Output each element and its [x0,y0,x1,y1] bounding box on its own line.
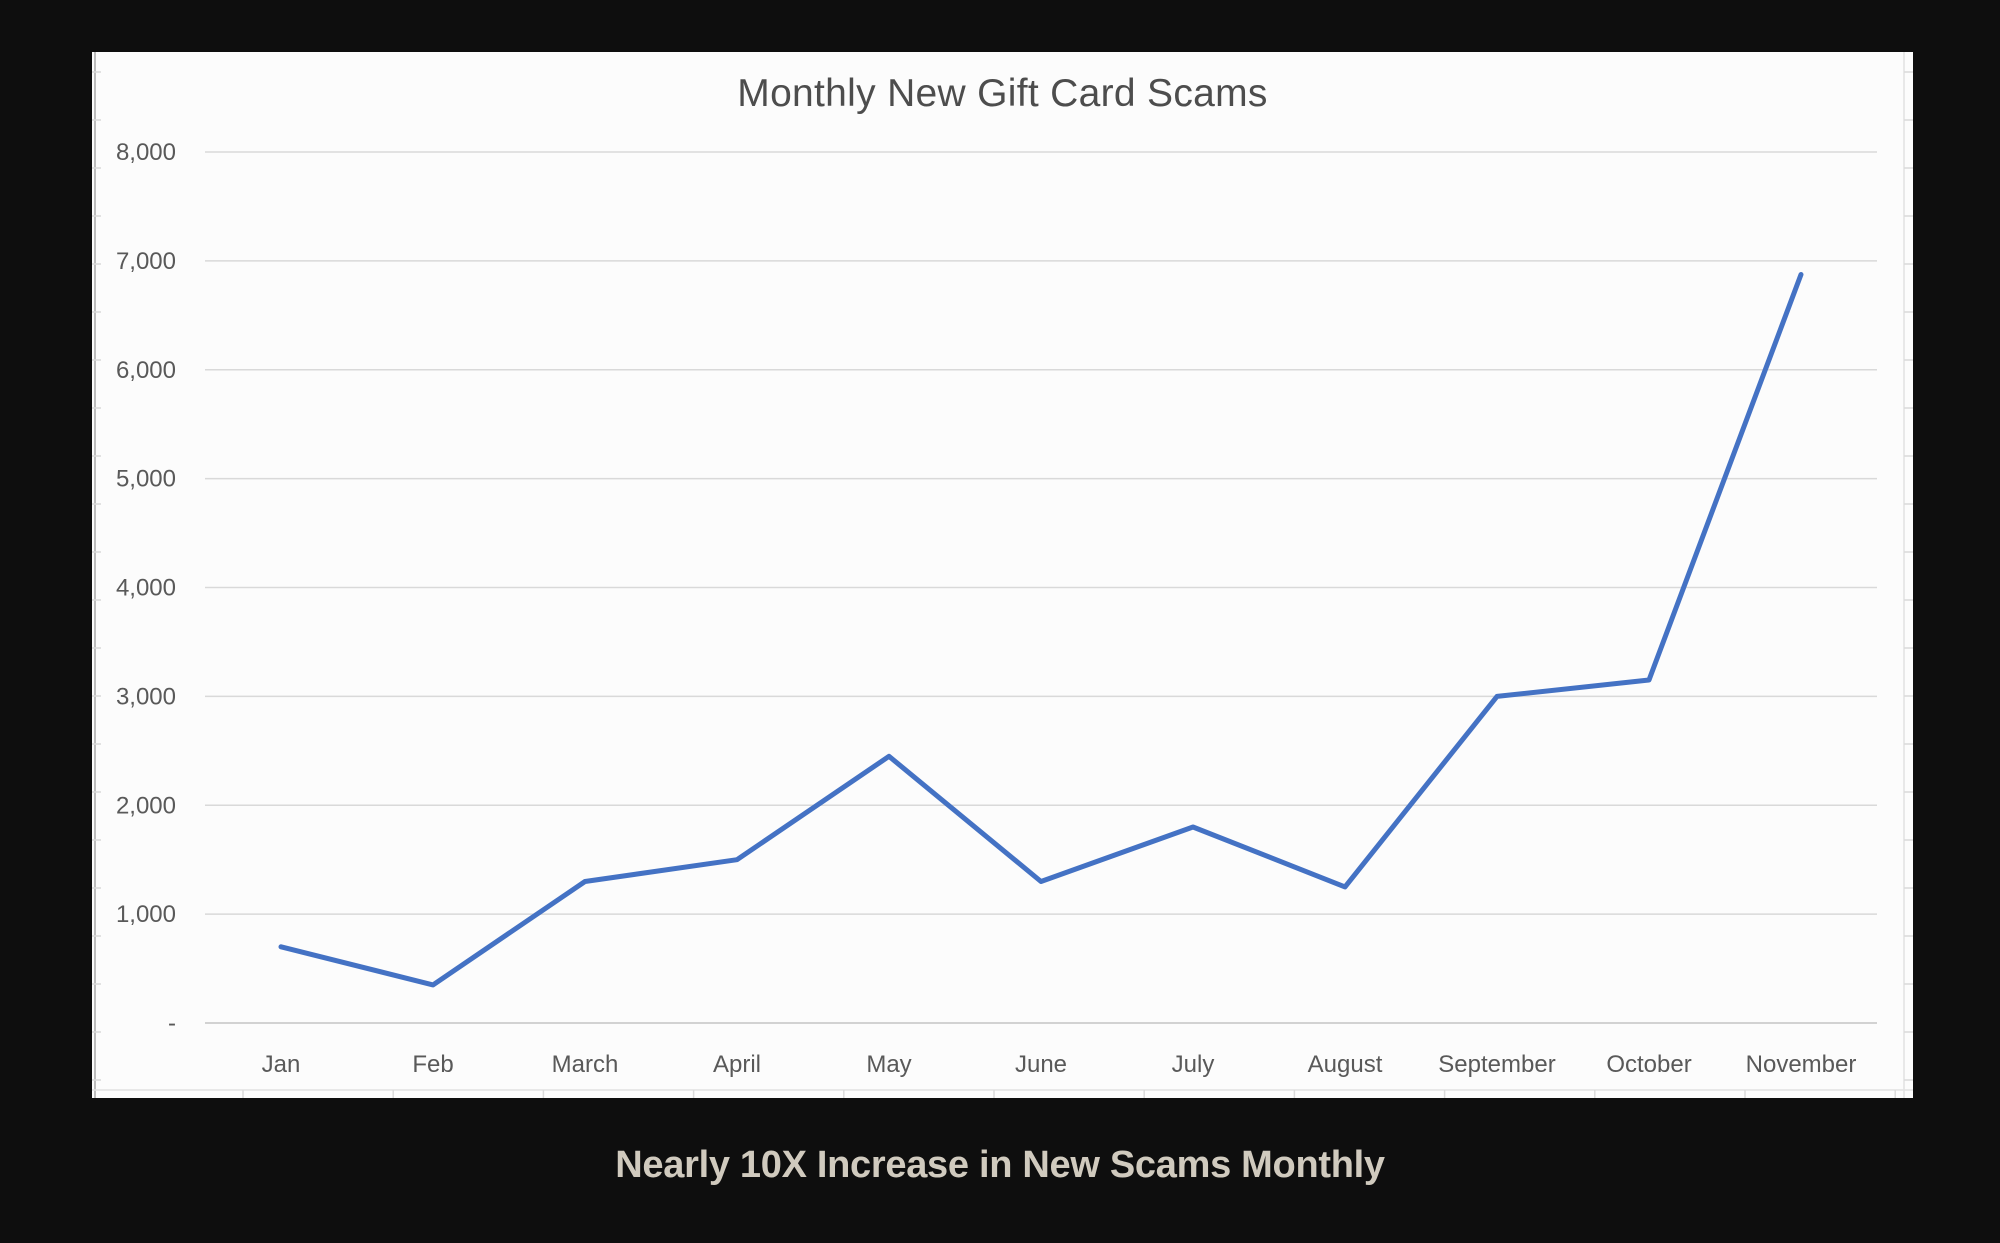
x-tick-label: November [1746,1051,1857,1078]
x-tick-label: September [1438,1051,1555,1078]
x-tick-label: October [1606,1051,1691,1078]
y-tick-label: 4,000 [116,575,176,602]
y-tick-label: 7,000 [116,248,176,275]
y-tick-label: 1,000 [116,901,176,928]
data-series-line [278,272,1804,988]
x-tick-label: Feb [412,1051,453,1078]
x-tick-label: August [1308,1051,1383,1078]
y-tick-label: 2,000 [116,792,176,819]
x-tick-label: May [866,1051,911,1078]
x-tick-label: Jan [262,1051,301,1078]
y-tick-label: - [168,1010,176,1037]
y-tick-label: 3,000 [116,683,176,710]
x-tick-label: June [1015,1051,1067,1078]
x-tick-label: March [552,1051,619,1078]
x-tick-label: July [1172,1051,1215,1078]
chart-panel: - 1,000 2,000 3,000 4,000 5,000 6,000 7,000 8,00… [92,52,1913,1098]
y-tick-label: 8,000 [116,139,176,166]
y-tick-label: 6,000 [116,357,176,384]
chart-title: Monthly New Gift Card Scams [737,72,1268,115]
caption-text: Nearly 10X Increase in New Scams Monthly [615,1144,1385,1186]
line-chart: - 1,000 2,000 3,000 4,000 5,000 6,000 7,000 8,00… [92,52,1913,1098]
y-tick-label: 5,000 [116,466,176,493]
x-tick-label: April [713,1051,761,1078]
